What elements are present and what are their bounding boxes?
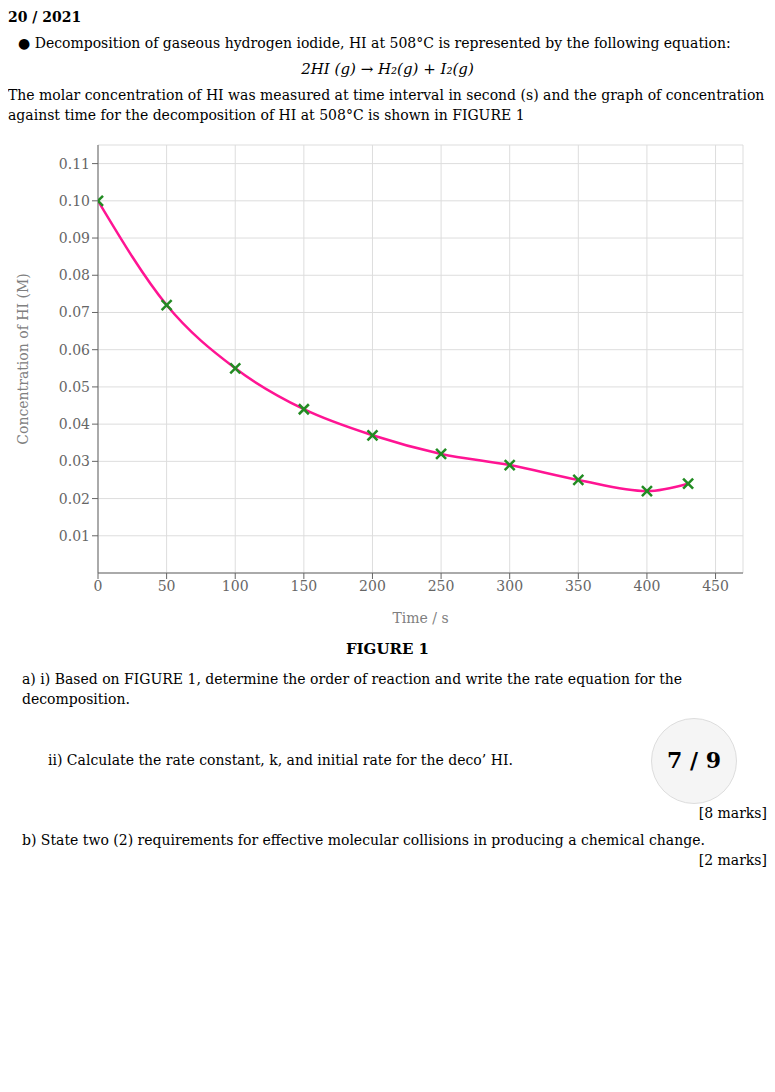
svg-text:0.02: 0.02 [59, 491, 90, 507]
html-text:7 / 9: 7 / 9 [667, 747, 721, 774]
svg-text:0.08: 0.08 [59, 268, 90, 284]
svg-text:0.04: 0.04 [59, 416, 90, 432]
svg-text:50: 50 [158, 578, 176, 594]
svg-text:350: 350 [565, 578, 592, 594]
svg-text:0.05: 0.05 [59, 379, 90, 395]
svg-text:400: 400 [634, 578, 661, 594]
html-text:The molar concentration of HI: The molar concentration of HI was measur… [8, 87, 765, 123]
svg-text:200: 200 [359, 578, 386, 594]
svg-text:300: 300 [496, 578, 523, 594]
html-text:2HI (g) → H₂(g) + I₂(g): 2HI (g) → H₂(g) + I₂(g) [301, 60, 474, 79]
svg-text:0.09: 0.09 [59, 230, 90, 246]
svg-text:0.10: 0.10 [59, 193, 90, 209]
svg-text:100: 100 [222, 578, 249, 594]
html-text:ii) Calculate the rate constan: ii) Calculate the rate constant, k, and … [48, 751, 513, 768]
svg-text:0.03: 0.03 [59, 454, 90, 470]
svg-text:0.11: 0.11 [59, 156, 90, 172]
html-text:a) i) Based on FIGURE 1, deter: a) i) Based on FIGURE 1, determine the o… [22, 671, 683, 707]
html-text:● Decomposition of gaseous hyd: ● Decomposition of gaseous hydrogen iodi… [18, 34, 731, 51]
svg-text:Concentration of HI (M): Concentration of HI (M) [15, 274, 31, 445]
svg-text:Time / s: Time / s [392, 610, 448, 626]
svg-text:0.06: 0.06 [59, 342, 90, 358]
svg-text:0.07: 0.07 [59, 305, 90, 321]
html-text:20 / 2021: 20 / 2021 [8, 9, 82, 25]
html-text:b) State two (2) requirements: b) State two (2) requirements for effect… [22, 832, 705, 849]
svg-text:0: 0 [94, 578, 103, 594]
svg-text:450: 450 [702, 578, 729, 594]
html-text:[8 marks]: [8 marks] [698, 804, 767, 821]
html-text:[2 marks]: [2 marks] [698, 851, 767, 868]
svg-text:250: 250 [428, 578, 455, 594]
svg-text:150: 150 [290, 578, 317, 594]
svg-text:0.01: 0.01 [59, 528, 90, 544]
html-text:FIGURE 1: FIGURE 1 [345, 640, 430, 659]
